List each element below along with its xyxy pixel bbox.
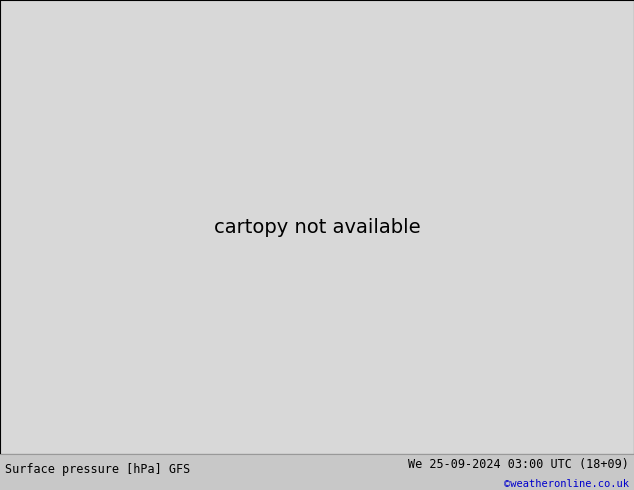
Text: We 25-09-2024 03:00 UTC (18+09): We 25-09-2024 03:00 UTC (18+09) (408, 458, 629, 471)
Text: cartopy not available: cartopy not available (214, 218, 420, 237)
Text: Surface pressure [hPa] GFS: Surface pressure [hPa] GFS (5, 463, 190, 476)
Text: ©weatheronline.co.uk: ©weatheronline.co.uk (504, 479, 629, 489)
